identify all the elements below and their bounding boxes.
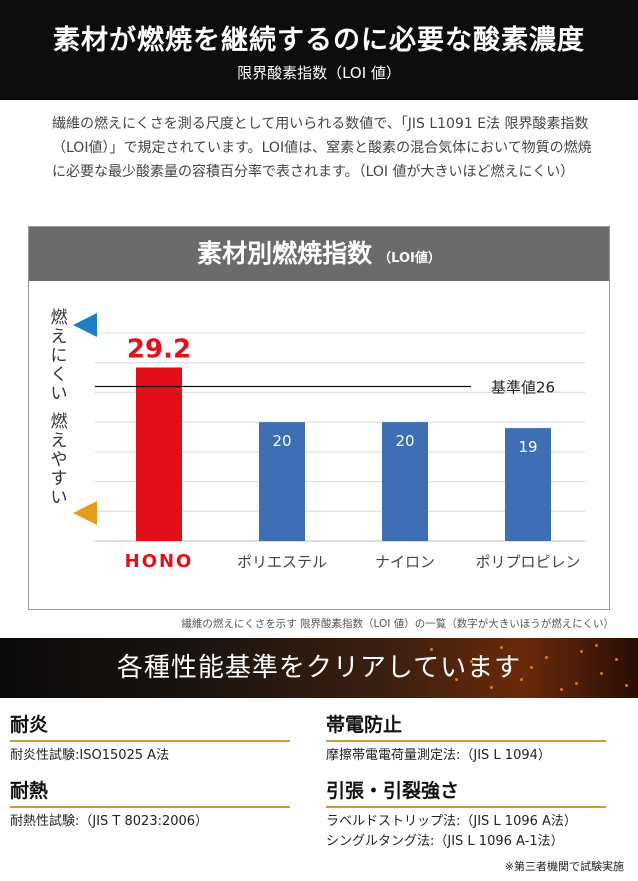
- bar-value-label: 20: [395, 432, 414, 450]
- bar-1: [136, 367, 182, 541]
- banner-title: 各種性能基準をクリアしています: [116, 653, 522, 683]
- category-label: ポリエステル: [237, 553, 327, 571]
- chart-header: 素材別燃焼指数 （LOI値）: [29, 227, 609, 281]
- bar-value-label: 29.2: [127, 334, 191, 364]
- loi-chart: 素材別燃焼指数 （LOI値） 29.2 HONO 20 ポリエステル 20 ナイロン 19 ポリ…: [28, 226, 610, 610]
- bar-3: [382, 422, 428, 541]
- bar-4: [505, 428, 551, 541]
- ember-decoration: [615, 658, 618, 661]
- category-label: ナイロン: [375, 553, 435, 571]
- category-label: HONO: [125, 551, 194, 572]
- perf-line: 摩擦帯電電荷量測定法:（JIS L 1094）: [326, 748, 551, 763]
- intro-text: 繊維の燃えにくさを測る尺度として用いられる数値で、「JIS L1091 E法 限…: [52, 116, 592, 180]
- svg-text:や: や: [51, 450, 68, 470]
- ember-decoration: [490, 686, 493, 689]
- svg-text:く: く: [51, 365, 68, 385]
- ember-decoration: [500, 646, 503, 649]
- chart-caption: 繊維の燃えにくさを示す 限界酸素指数（LOI 値）の一覧（数字が大きいほうが燃え…: [181, 618, 614, 630]
- perf-line: 耐熱性試験:（JIS T 8023:2006）: [10, 814, 209, 829]
- bar-value-label: 20: [272, 432, 291, 450]
- page-title: 素材が燃焼を継続するのに必要な酸素濃度: [53, 25, 585, 56]
- chart-title: 素材別燃焼指数: [197, 239, 373, 268]
- third-party-note: ※第三者機関で試験実施: [504, 860, 624, 873]
- category-label: ポリプロピレン: [475, 553, 580, 571]
- svg-text:い: い: [51, 384, 68, 404]
- perf-line: シングルタング法:（JIS L 1096 A-1法）: [326, 834, 564, 849]
- svg-text:え: え: [51, 431, 68, 451]
- ember-decoration: [520, 678, 523, 681]
- perf-heading: 帯電防止: [326, 712, 606, 742]
- ember-decoration: [625, 684, 628, 687]
- svg-text:え: え: [51, 327, 68, 347]
- svg-text:燃: 燃: [51, 308, 68, 328]
- bar-2: [259, 422, 305, 541]
- svg-text:い: い: [51, 488, 68, 508]
- ember-decoration: [430, 648, 433, 651]
- svg-text:す: す: [51, 469, 68, 489]
- performance-banner: 各種性能基準をクリアしています: [0, 638, 638, 698]
- bar-value-label: 19: [518, 438, 537, 456]
- perf-heading: 耐熱: [10, 778, 290, 808]
- perf-heat-resistance: 耐熱 耐熱性試験:（JIS T 8023:2006）: [10, 778, 290, 832]
- ember-decoration: [580, 650, 583, 653]
- ember-decoration: [545, 656, 548, 659]
- ember-decoration: [600, 672, 603, 675]
- svg-text:に: に: [51, 346, 68, 366]
- page-subtitle: 限界酸素指数（LOI 値）: [237, 64, 401, 82]
- ember-decoration: [470, 660, 473, 663]
- ember-decoration: [595, 644, 598, 647]
- chart-subtitle: （LOI値）: [378, 251, 441, 266]
- perf-antistatic: 帯電防止 摩擦帯電電荷量測定法:（JIS L 1094）: [326, 712, 606, 766]
- svg-text:燃: 燃: [51, 412, 68, 432]
- perf-tensile-tear-strength: 引張・引裂強さ ラベルドストリップ法:（JIS L 1096 A法） シングルタ…: [326, 778, 606, 852]
- ember-decoration: [530, 666, 533, 669]
- ember-decoration: [575, 682, 578, 685]
- ember-decoration: [455, 678, 458, 681]
- header-banner: 素材が燃焼を継続するのに必要な酸素濃度 限界酸素指数（LOI 値）: [0, 0, 638, 100]
- perf-heading: 耐炎: [10, 712, 290, 742]
- perf-heading: 引張・引裂強さ: [326, 778, 606, 808]
- axis-up-label: 燃えにくい: [51, 308, 68, 404]
- ember-decoration: [560, 688, 563, 691]
- reference-label: 基準値26: [491, 378, 555, 396]
- perf-line: 耐炎性試験:ISO15025 A法: [10, 748, 170, 763]
- perf-flame-resistance: 耐炎 耐炎性試験:ISO15025 A法: [10, 712, 290, 766]
- chart-plot: 29.2HONO20ポリエステル20ナイロン19ポリプロピレン基準値26燃えにく…: [51, 308, 585, 572]
- perf-line: ラベルドストリップ法:（JIS L 1096 A法）: [326, 814, 577, 829]
